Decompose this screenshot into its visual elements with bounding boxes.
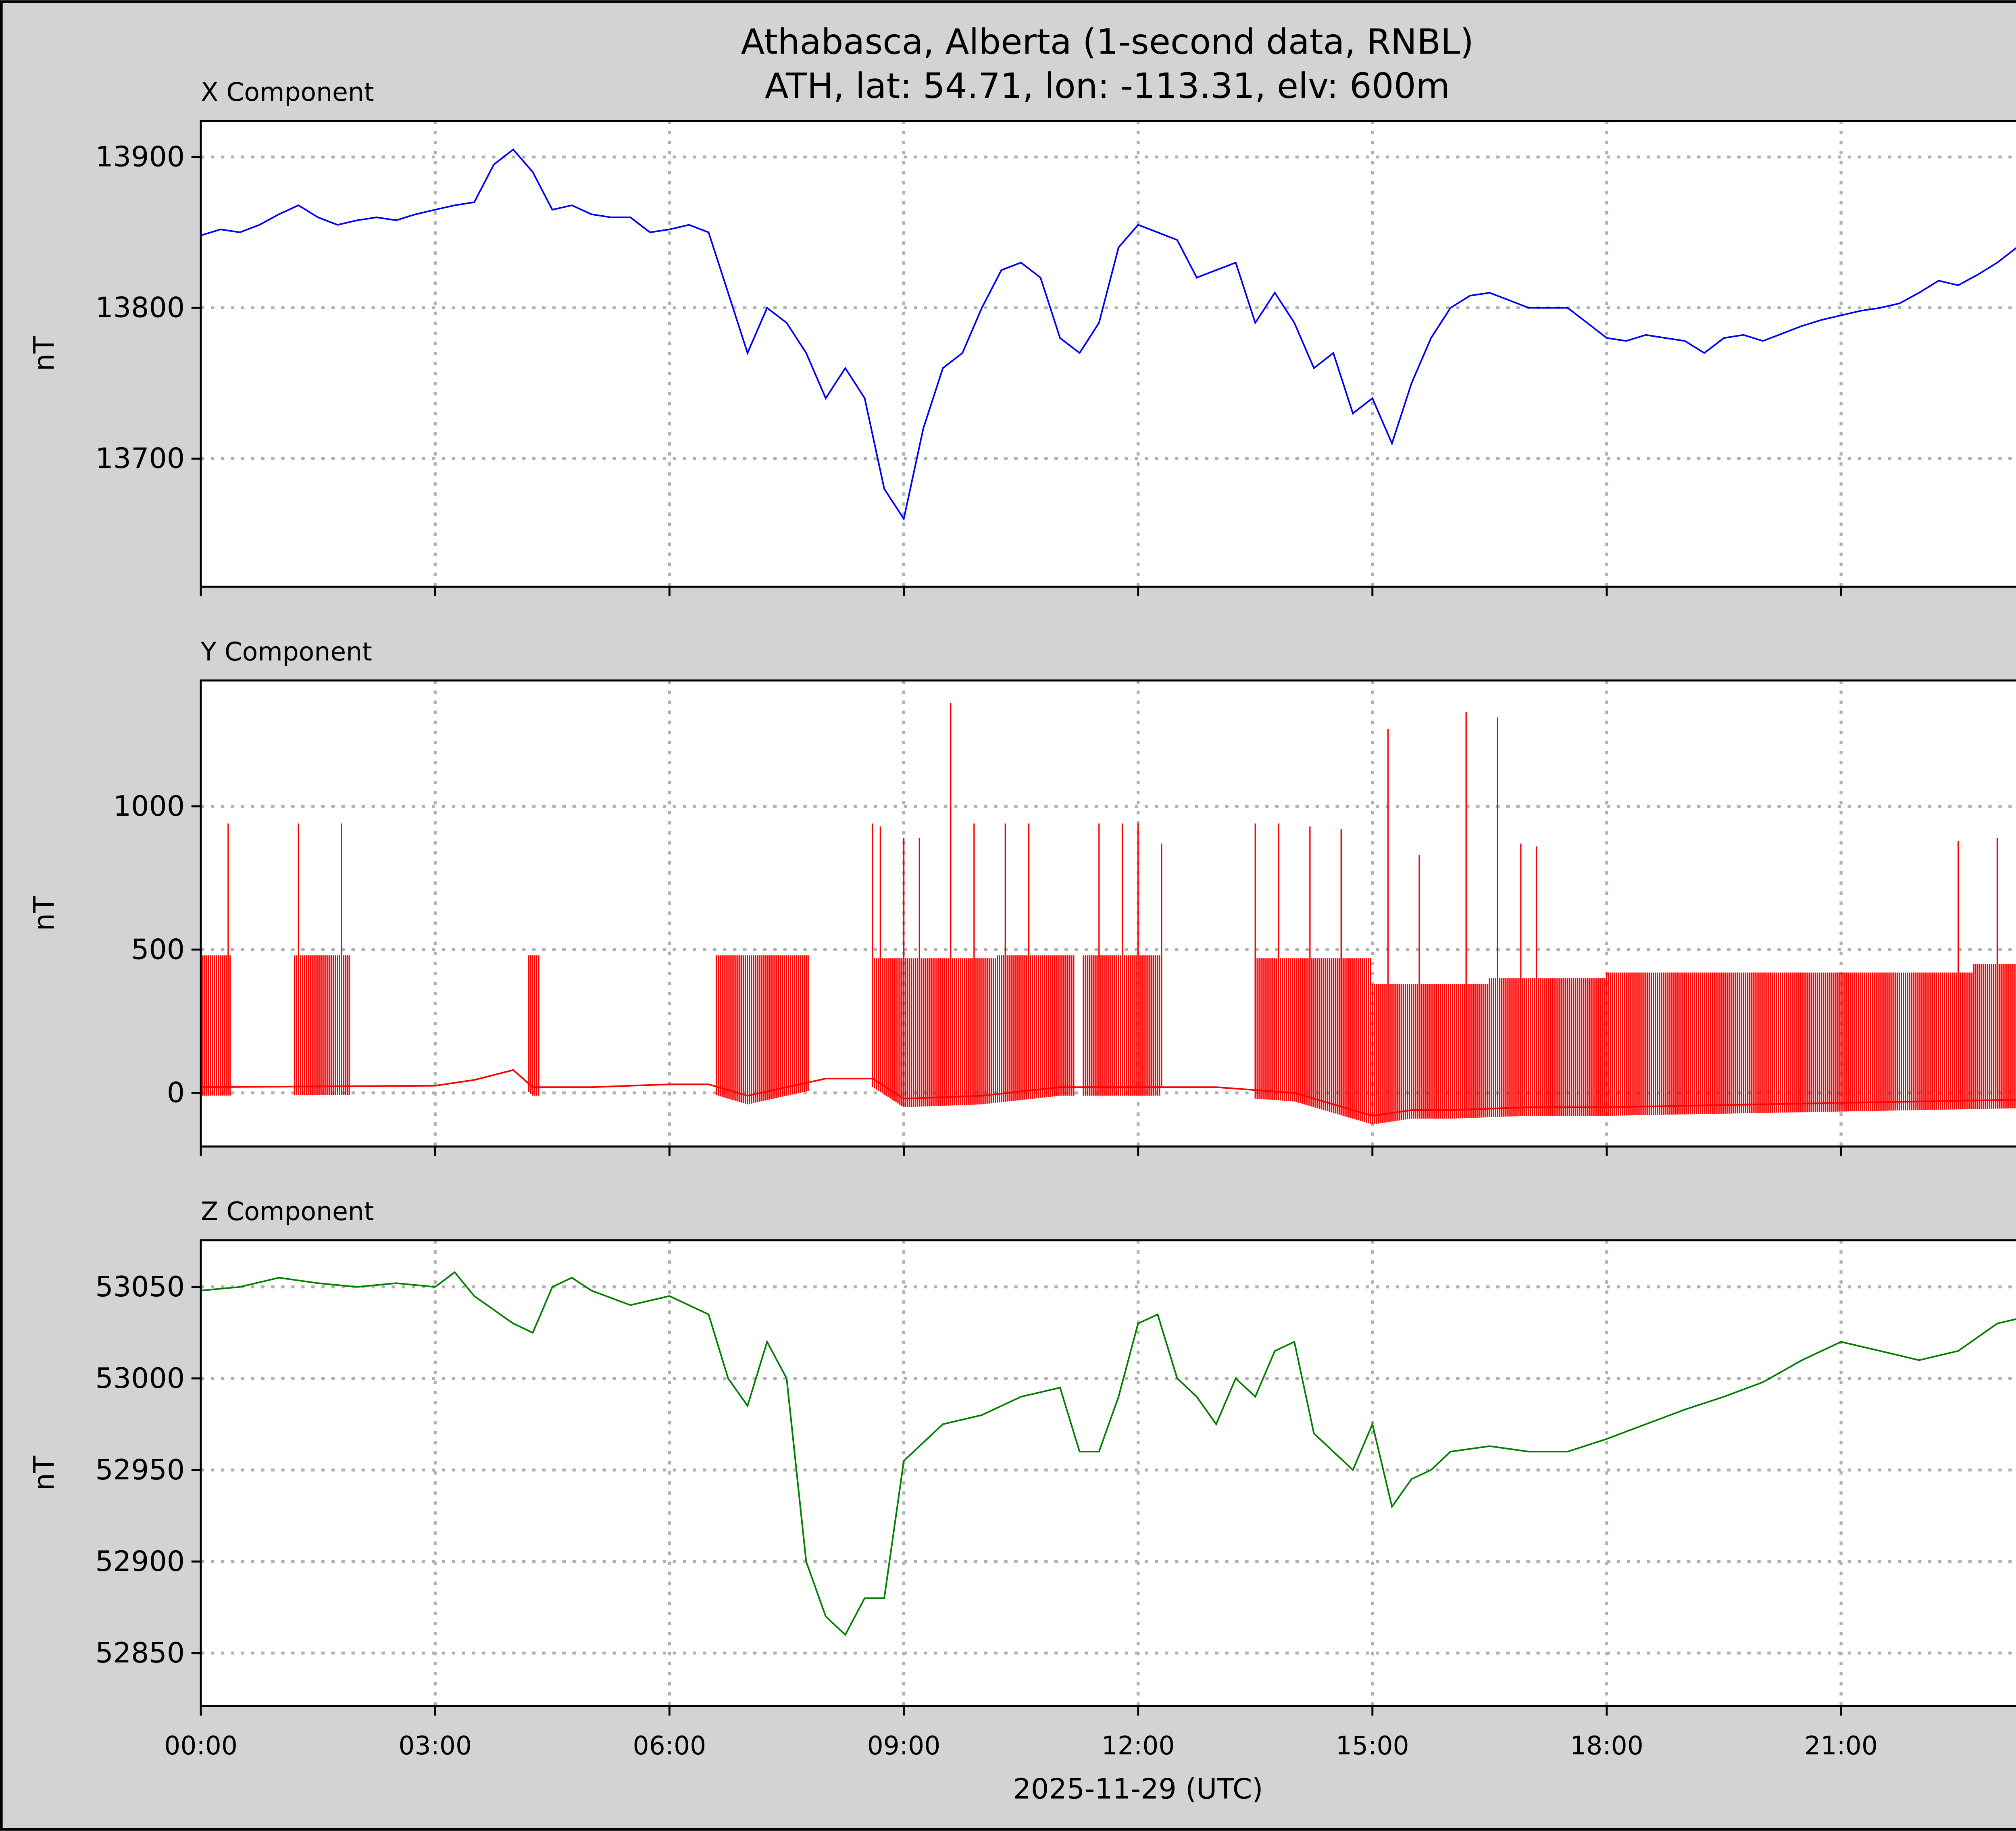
y-tick-label: 53000 — [95, 1362, 185, 1395]
y-tick-label: 500 — [131, 933, 185, 966]
panel-title: Y Component — [200, 637, 372, 667]
series — [201, 1271, 2016, 1636]
y-tick-label: 52950 — [95, 1454, 185, 1486]
y-axis-label: nT — [28, 896, 60, 931]
y-tick-label: 52900 — [95, 1545, 185, 1578]
x-tick-label: 12:00 — [1102, 1731, 1175, 1760]
axes-frame — [200, 120, 2016, 588]
y-axis-label: nT — [28, 336, 60, 371]
axes-frame — [200, 1239, 2016, 1707]
y-axis-label: nT — [28, 1456, 60, 1491]
y-tick-label: 53050 — [95, 1271, 185, 1303]
panel-y-component: Y Component nT 0 500 1000 — [28, 637, 2016, 1156]
x-tick-label: 09:00 — [867, 1731, 941, 1760]
axes-frame — [200, 679, 2016, 1148]
series-line — [201, 1271, 2016, 1636]
y-tick-label: 13700 — [95, 442, 185, 475]
y-tick-label: 13900 — [95, 141, 185, 173]
x-tick-label: 06:00 — [633, 1731, 706, 1760]
panel-title: Z Component — [201, 1196, 374, 1226]
x-tick-label: 18:00 — [1570, 1731, 1643, 1760]
x-tick-label: 03:00 — [398, 1731, 472, 1760]
panel-z-component: Z Component nT 00:00 03:00 06:00 09:00 12:00 15… — [28, 1196, 2016, 1760]
x-tick-label: 21:00 — [1804, 1731, 1878, 1760]
y-tick-label: 52850 — [95, 1637, 185, 1669]
panel-title: X Component — [201, 77, 374, 107]
series — [201, 703, 2016, 1125]
panel-x-component: X Component nT 13700 13800 13900 — [28, 77, 2016, 596]
series-line — [201, 1069, 2016, 1117]
y-tick-label: 13800 — [95, 292, 185, 324]
x-axis-label: 2025-11-29 (UTC) — [1013, 1773, 1263, 1806]
title-line-1: Athabasca, Alberta (1-second data, RNBL) — [741, 22, 1474, 62]
x-tick-label: 15:00 — [1336, 1731, 1409, 1760]
x-tick-label: 00:00 — [164, 1731, 237, 1760]
plot-area — [201, 1240, 2016, 1706]
title-line-2: ATH, lat: 54.71, lon: -113.31, elv: 600m — [765, 66, 1450, 106]
y-tick-label: 1000 — [113, 790, 185, 823]
series — [201, 148, 2016, 521]
y-tick-label: 0 — [167, 1077, 185, 1109]
plot-area — [201, 121, 2016, 587]
series-line — [201, 148, 2016, 521]
